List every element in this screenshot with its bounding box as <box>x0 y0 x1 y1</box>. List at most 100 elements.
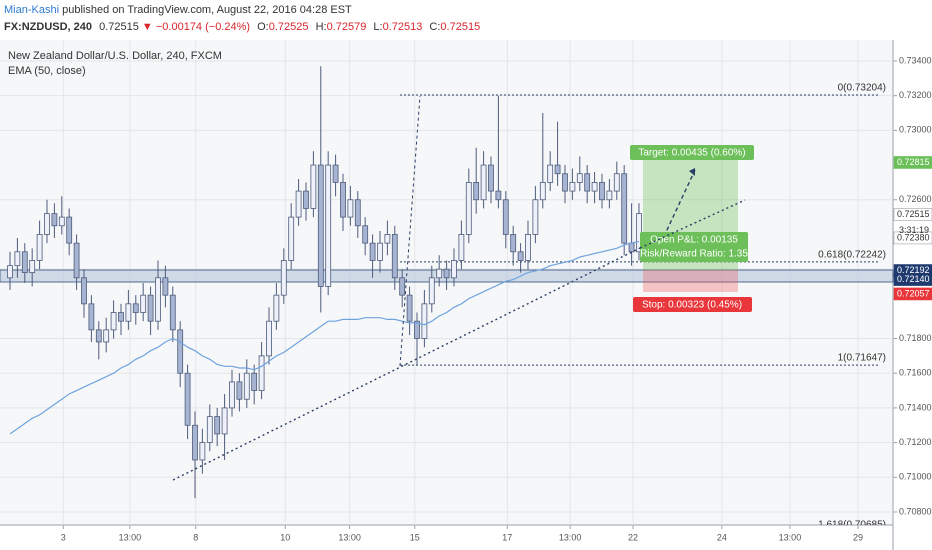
pnl-label: Open P&L: 0.00135 <box>650 235 738 246</box>
stop-label-box <box>633 297 752 312</box>
candle-body <box>377 242 383 261</box>
plot: 0(0.73204) 0.618(0.72242) 1(0.71647) 1.618(… <box>7 66 886 531</box>
candle-body <box>206 416 213 444</box>
legend-entry: EMA (50, close) <box>8 65 86 77</box>
position-tool[interactable]: Target: 0.00435 (0.60%) Open P&L: 0.0013… <box>630 145 754 312</box>
y-tick-label: 0.73000 <box>899 125 932 135</box>
y-tick-label: 0.71600 <box>899 368 932 378</box>
fib-label: 0.618(0.72242) <box>818 249 886 260</box>
price-tag-label: 0.72815 <box>897 157 930 167</box>
candle-body <box>488 164 494 192</box>
x-tick-label: 13:00 <box>119 532 142 542</box>
candle-body <box>266 320 272 357</box>
candle-body <box>354 199 361 227</box>
price-tag-label: 0.72515 <box>897 209 930 219</box>
publish-line: Mian-Kashi published on TradingView.com,… <box>4 4 352 16</box>
pnl-box <box>640 232 748 262</box>
x-tick-label: 13:00 <box>559 532 582 542</box>
candle-body <box>517 251 524 261</box>
high-label: H: <box>315 21 327 33</box>
candle-body <box>147 294 154 322</box>
trend-line[interactable] <box>172 247 641 481</box>
candle-body <box>613 173 620 192</box>
trend-line[interactable] <box>639 199 746 249</box>
candle-body <box>576 173 583 183</box>
y-tick-label: 0.71800 <box>899 333 932 343</box>
candle-body <box>510 234 517 253</box>
published: published on TradingView.com, August 22,… <box>62 4 352 16</box>
low-value: 0.72513 <box>382 21 423 33</box>
candle-body <box>421 303 428 339</box>
symbol: FX:NZDUSD, 240 <box>4 21 93 33</box>
candle-body <box>436 268 443 279</box>
last-price: 0.72515 <box>99 21 139 33</box>
y-tick-label: 0.73400 <box>899 55 932 65</box>
candle-body <box>399 277 406 296</box>
candle-body <box>303 190 309 209</box>
stop-label: Stop: 0.00323 (0.45%) <box>642 300 742 311</box>
open-value: 0.72525 <box>268 21 309 33</box>
candle-body <box>51 213 58 227</box>
candle-body <box>325 164 332 287</box>
ema-line <box>9 240 640 435</box>
candle-body <box>280 260 287 296</box>
candle-body <box>21 251 28 274</box>
candle-body <box>184 372 191 426</box>
candle-body <box>539 182 546 201</box>
candle-body <box>591 182 598 192</box>
candle-body <box>199 442 206 461</box>
price-tag <box>893 156 932 169</box>
x-tick-label: 13:00 <box>338 532 361 542</box>
arrow-head <box>689 168 695 176</box>
high-value: 0.72579 <box>326 21 367 33</box>
candle-body <box>29 260 36 274</box>
price-tag-label: 0.72380 <box>897 232 930 242</box>
candle-body <box>132 303 139 313</box>
y-tick-label: 0.70800 <box>899 506 932 516</box>
open-label: O: <box>257 21 269 33</box>
candle-body <box>162 277 169 296</box>
x-tick-label: 29 <box>853 532 863 542</box>
candle-body <box>36 234 43 261</box>
candle-body <box>384 234 391 244</box>
rr-label: Risk/Reward Ratio: 1.35 <box>640 249 748 260</box>
fib-label: 0(0.73204) <box>838 83 886 94</box>
price-tag <box>893 273 932 286</box>
candle-body <box>88 303 95 331</box>
target-label-box <box>630 145 754 160</box>
candle-body <box>547 164 554 183</box>
stop-zone[interactable] <box>643 270 738 292</box>
candle-body <box>340 182 346 218</box>
candle-body <box>332 164 339 183</box>
author[interactable]: Mian-Kashi <box>4 4 60 16</box>
candle-body <box>110 312 117 331</box>
candle-body <box>169 294 176 331</box>
y-tick-label: 0.71200 <box>899 437 932 447</box>
target-label: Target: 0.00435 (0.60%) <box>638 148 745 159</box>
candle-body <box>562 173 568 192</box>
candle-body <box>58 216 65 227</box>
candle-body <box>295 190 302 218</box>
drawings[interactable] <box>172 95 746 481</box>
price-tag-label: 0.72057 <box>897 288 930 298</box>
candle-body <box>243 372 250 400</box>
candle-body <box>584 173 591 192</box>
candle-body <box>103 329 110 343</box>
candle-body <box>406 294 413 322</box>
x-tick-label: 3 <box>61 532 66 542</box>
fib-label: 1.618(0.70685) <box>818 520 886 531</box>
price-tag-label: 0.72192 <box>897 265 930 275</box>
fib-label: 1(0.71647) <box>838 353 886 364</box>
candle-body <box>532 199 539 235</box>
candle-body <box>73 242 80 279</box>
price-tag <box>893 231 932 245</box>
candle-body <box>502 199 509 235</box>
close-label: C: <box>429 21 441 33</box>
candle-body <box>362 225 369 244</box>
candle-body <box>473 182 480 201</box>
candle-body <box>177 329 184 374</box>
price-tag-label: 0.72140 <box>897 274 930 284</box>
x-tick-label: 10 <box>280 532 290 542</box>
x-tick-label: 13:00 <box>779 532 802 542</box>
candle-body <box>125 303 132 322</box>
